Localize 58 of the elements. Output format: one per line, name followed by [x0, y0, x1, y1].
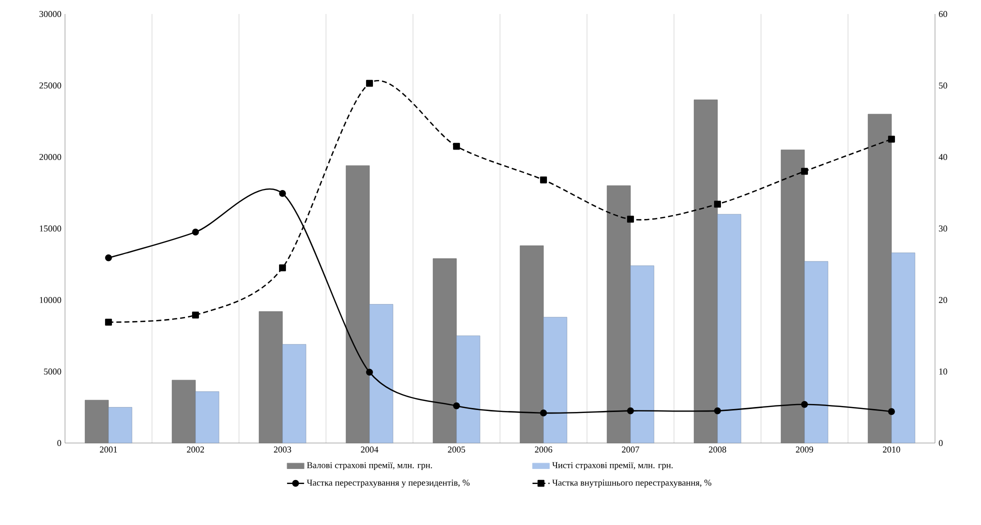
x-tick-label: 2004 — [360, 446, 378, 453]
legend-label: Частка перестрахування у перезидентів, % — [306, 480, 470, 488]
point — [366, 80, 373, 87]
y-tick-label: 15000 — [40, 225, 62, 232]
bar — [456, 336, 480, 444]
x-tick-label: 2001 — [100, 446, 117, 453]
x-tick-label: 2006 — [534, 446, 552, 453]
y-tick-label: 25000 — [39, 82, 62, 89]
point — [888, 408, 895, 415]
x-tick-label: 2007 — [622, 446, 640, 453]
point — [453, 402, 460, 410]
point — [192, 312, 199, 318]
point — [279, 190, 286, 197]
point — [714, 407, 721, 414]
point — [453, 142, 460, 150]
point — [714, 200, 721, 208]
y2-tick-label: 60 — [938, 10, 948, 18]
point — [627, 407, 634, 414]
legend-label: Частка внутрішнього перестрахування, % — [552, 480, 712, 488]
y2-tick-label: 20 — [938, 296, 948, 304]
y-tick-label: 10000 — [40, 296, 62, 304]
y2-tick-label: 30 — [938, 225, 948, 232]
x-tick-label: 2003 — [274, 446, 292, 453]
y-tick-label: 30000 — [39, 10, 62, 18]
y-tick-label: 20000 — [39, 154, 62, 160]
bar — [717, 214, 742, 444]
x-tick-label: 2010 — [882, 446, 900, 453]
legend-label: Валові страхові премії, млн. грн. — [306, 462, 432, 470]
bar — [804, 261, 828, 444]
bar — [369, 304, 394, 444]
point — [105, 318, 112, 326]
bar — [543, 317, 568, 444]
point — [279, 264, 286, 272]
y2-tick-label: 0 — [938, 440, 943, 446]
point — [366, 368, 373, 376]
x-tick-label: 2009 — [796, 446, 814, 453]
point — [888, 136, 895, 143]
y2-tick-label: 10 — [939, 368, 948, 375]
point — [192, 228, 199, 236]
legend-label: Чисті страхові премії, млн. грн. — [552, 462, 673, 470]
x-tick-label: 2002 — [186, 446, 204, 453]
point — [105, 254, 112, 262]
y-tick-label: 5000 — [44, 368, 62, 375]
point — [801, 168, 808, 175]
y-tick-label: 0 — [57, 440, 62, 446]
y2-tick-label: 40 — [938, 154, 948, 160]
bar — [108, 407, 132, 444]
bar — [630, 266, 654, 444]
bar — [891, 252, 916, 444]
point — [540, 410, 547, 416]
y2-tick-label: 50 — [939, 82, 948, 89]
bar — [282, 344, 306, 444]
x-tick-label: 2005 — [448, 446, 466, 453]
point — [540, 176, 547, 184]
point — [627, 216, 634, 223]
point — [801, 400, 808, 408]
x-tick-label: 2008 — [708, 446, 726, 453]
bar — [195, 391, 220, 444]
